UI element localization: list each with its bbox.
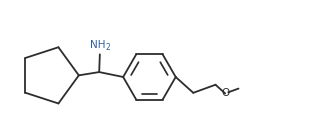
Text: O: O: [221, 88, 229, 98]
Text: 2: 2: [105, 43, 110, 52]
Text: NH: NH: [90, 40, 106, 50]
